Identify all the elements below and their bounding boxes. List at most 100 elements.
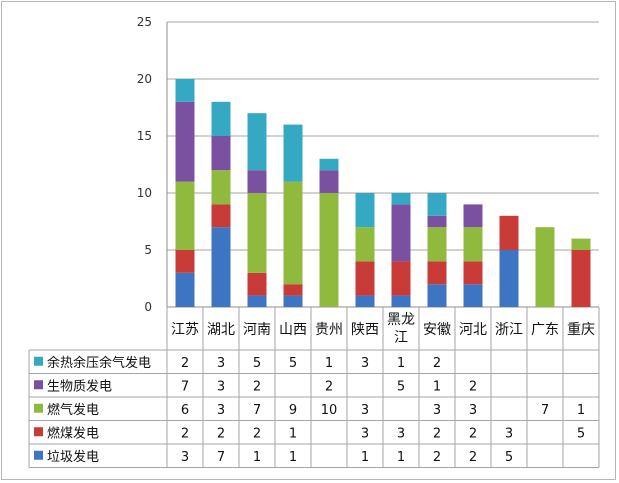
table-cell-value: 2 xyxy=(217,426,225,441)
x-category-label: 重庆 xyxy=(567,322,595,338)
table-cell-value: 1 xyxy=(361,450,369,465)
table-cell-value: 7 xyxy=(217,450,225,465)
table-cell-value: 3 xyxy=(397,426,405,441)
bar-segment xyxy=(211,101,231,136)
x-category-label: 河南 xyxy=(243,322,271,338)
x-category-label: 贵州 xyxy=(315,322,343,338)
bar-segment xyxy=(355,193,375,228)
bar-segment xyxy=(571,250,591,307)
table-cell-value: 2 xyxy=(433,450,441,465)
bar-segment xyxy=(283,181,303,285)
bar-segment xyxy=(427,215,447,228)
bar-segment xyxy=(175,250,195,273)
bar-segment xyxy=(175,101,195,182)
legend-swatch xyxy=(34,403,43,413)
table-cell-value: 2 xyxy=(469,379,477,394)
bar-segment xyxy=(319,158,339,171)
x-category-label: 安徽 xyxy=(423,322,451,338)
bar-segment xyxy=(319,170,339,193)
bar-segment xyxy=(247,170,267,193)
bar-segment xyxy=(355,295,375,307)
gridlines xyxy=(167,21,599,308)
legend-label: 垃圾发电 xyxy=(47,449,99,465)
bar-segment xyxy=(535,227,555,307)
table-cell-value: 3 xyxy=(361,403,369,418)
table-cell-value: 1 xyxy=(433,379,441,394)
bar-segment xyxy=(355,261,375,296)
table-cell-value: 5 xyxy=(577,426,585,441)
legend-swatch xyxy=(34,450,43,460)
table-cell-value: 2 xyxy=(469,450,477,465)
bar-segment xyxy=(499,215,519,250)
legend-swatch xyxy=(34,427,43,437)
legend-label: 余热余压余气发电 xyxy=(47,355,151,371)
bar-segment xyxy=(499,250,519,307)
bar-segment xyxy=(427,284,447,307)
y-tick-label: 15 xyxy=(137,129,152,143)
bar-segment xyxy=(463,284,483,307)
table-cell-value: 3 xyxy=(217,403,225,418)
bar-segment xyxy=(283,124,303,182)
table-cell-value: 1 xyxy=(397,450,405,465)
bar-segment xyxy=(175,79,195,102)
table-cell-value: 3 xyxy=(217,379,225,394)
bar-segment xyxy=(211,227,231,307)
bar-segment xyxy=(283,295,303,307)
table-cell-value: 5 xyxy=(505,450,513,465)
bar-segment xyxy=(463,204,483,228)
table-cell-value: 2 xyxy=(469,426,477,441)
table-cell-value: 10 xyxy=(321,403,338,418)
table-cell-value: 3 xyxy=(361,356,369,371)
table-cell-value: 2 xyxy=(433,356,441,371)
bar-segment xyxy=(283,284,303,296)
bar-segment xyxy=(175,272,195,307)
bars xyxy=(175,79,591,307)
table-cell-value: 5 xyxy=(397,379,405,394)
x-category-label: 河北 xyxy=(459,322,487,338)
table-cell-value: 3 xyxy=(361,426,369,441)
legend-swatch xyxy=(34,356,43,366)
bar-segment xyxy=(463,261,483,285)
y-tick-label: 20 xyxy=(137,72,152,86)
x-category-label: 江苏 xyxy=(171,322,199,338)
legend-label: 生物质发电 xyxy=(47,378,112,394)
bar-segment xyxy=(391,295,411,307)
table-cell-value: 3 xyxy=(181,450,189,465)
table-cell-value: 2 xyxy=(325,379,333,394)
x-category-label: 湖北 xyxy=(207,322,235,338)
table-cell-value: 1 xyxy=(289,450,297,465)
bar-segment xyxy=(355,227,375,262)
bar-segment xyxy=(247,193,267,273)
bar-segment xyxy=(247,272,267,296)
table-cell-value: 3 xyxy=(217,356,225,371)
y-tick-label: 0 xyxy=(144,300,152,314)
bar-segment xyxy=(247,113,267,171)
table-cell-value: 3 xyxy=(433,403,441,418)
legend-label: 燃煤发电 xyxy=(47,425,99,441)
table-cell-value: 2 xyxy=(253,426,261,441)
table-cell-value: 7 xyxy=(541,403,549,418)
table-cell-value: 2 xyxy=(253,379,261,394)
table-cell-value: 7 xyxy=(181,379,189,394)
bar-segment xyxy=(427,227,447,262)
bar-segment xyxy=(427,261,447,285)
table-cell-value: 1 xyxy=(577,403,585,418)
bar-segment xyxy=(319,193,339,307)
bar-segment xyxy=(211,170,231,205)
bar-segment xyxy=(463,227,483,262)
table-cell-value: 1 xyxy=(325,356,333,371)
table-cell-value: 6 xyxy=(181,403,189,418)
table-cell-value: 1 xyxy=(289,426,297,441)
table-cell-value: 3 xyxy=(505,426,513,441)
table-cell-value: 7 xyxy=(253,403,261,418)
x-category-label: 浙江 xyxy=(495,322,523,338)
table-cell-value: 2 xyxy=(181,426,189,441)
bar-segment xyxy=(427,193,447,216)
x-category-label: 陕西 xyxy=(351,322,379,338)
y-tick-label: 25 xyxy=(137,15,152,29)
x-category-label: 广东 xyxy=(531,322,559,338)
table-cell-value: 1 xyxy=(397,356,405,371)
